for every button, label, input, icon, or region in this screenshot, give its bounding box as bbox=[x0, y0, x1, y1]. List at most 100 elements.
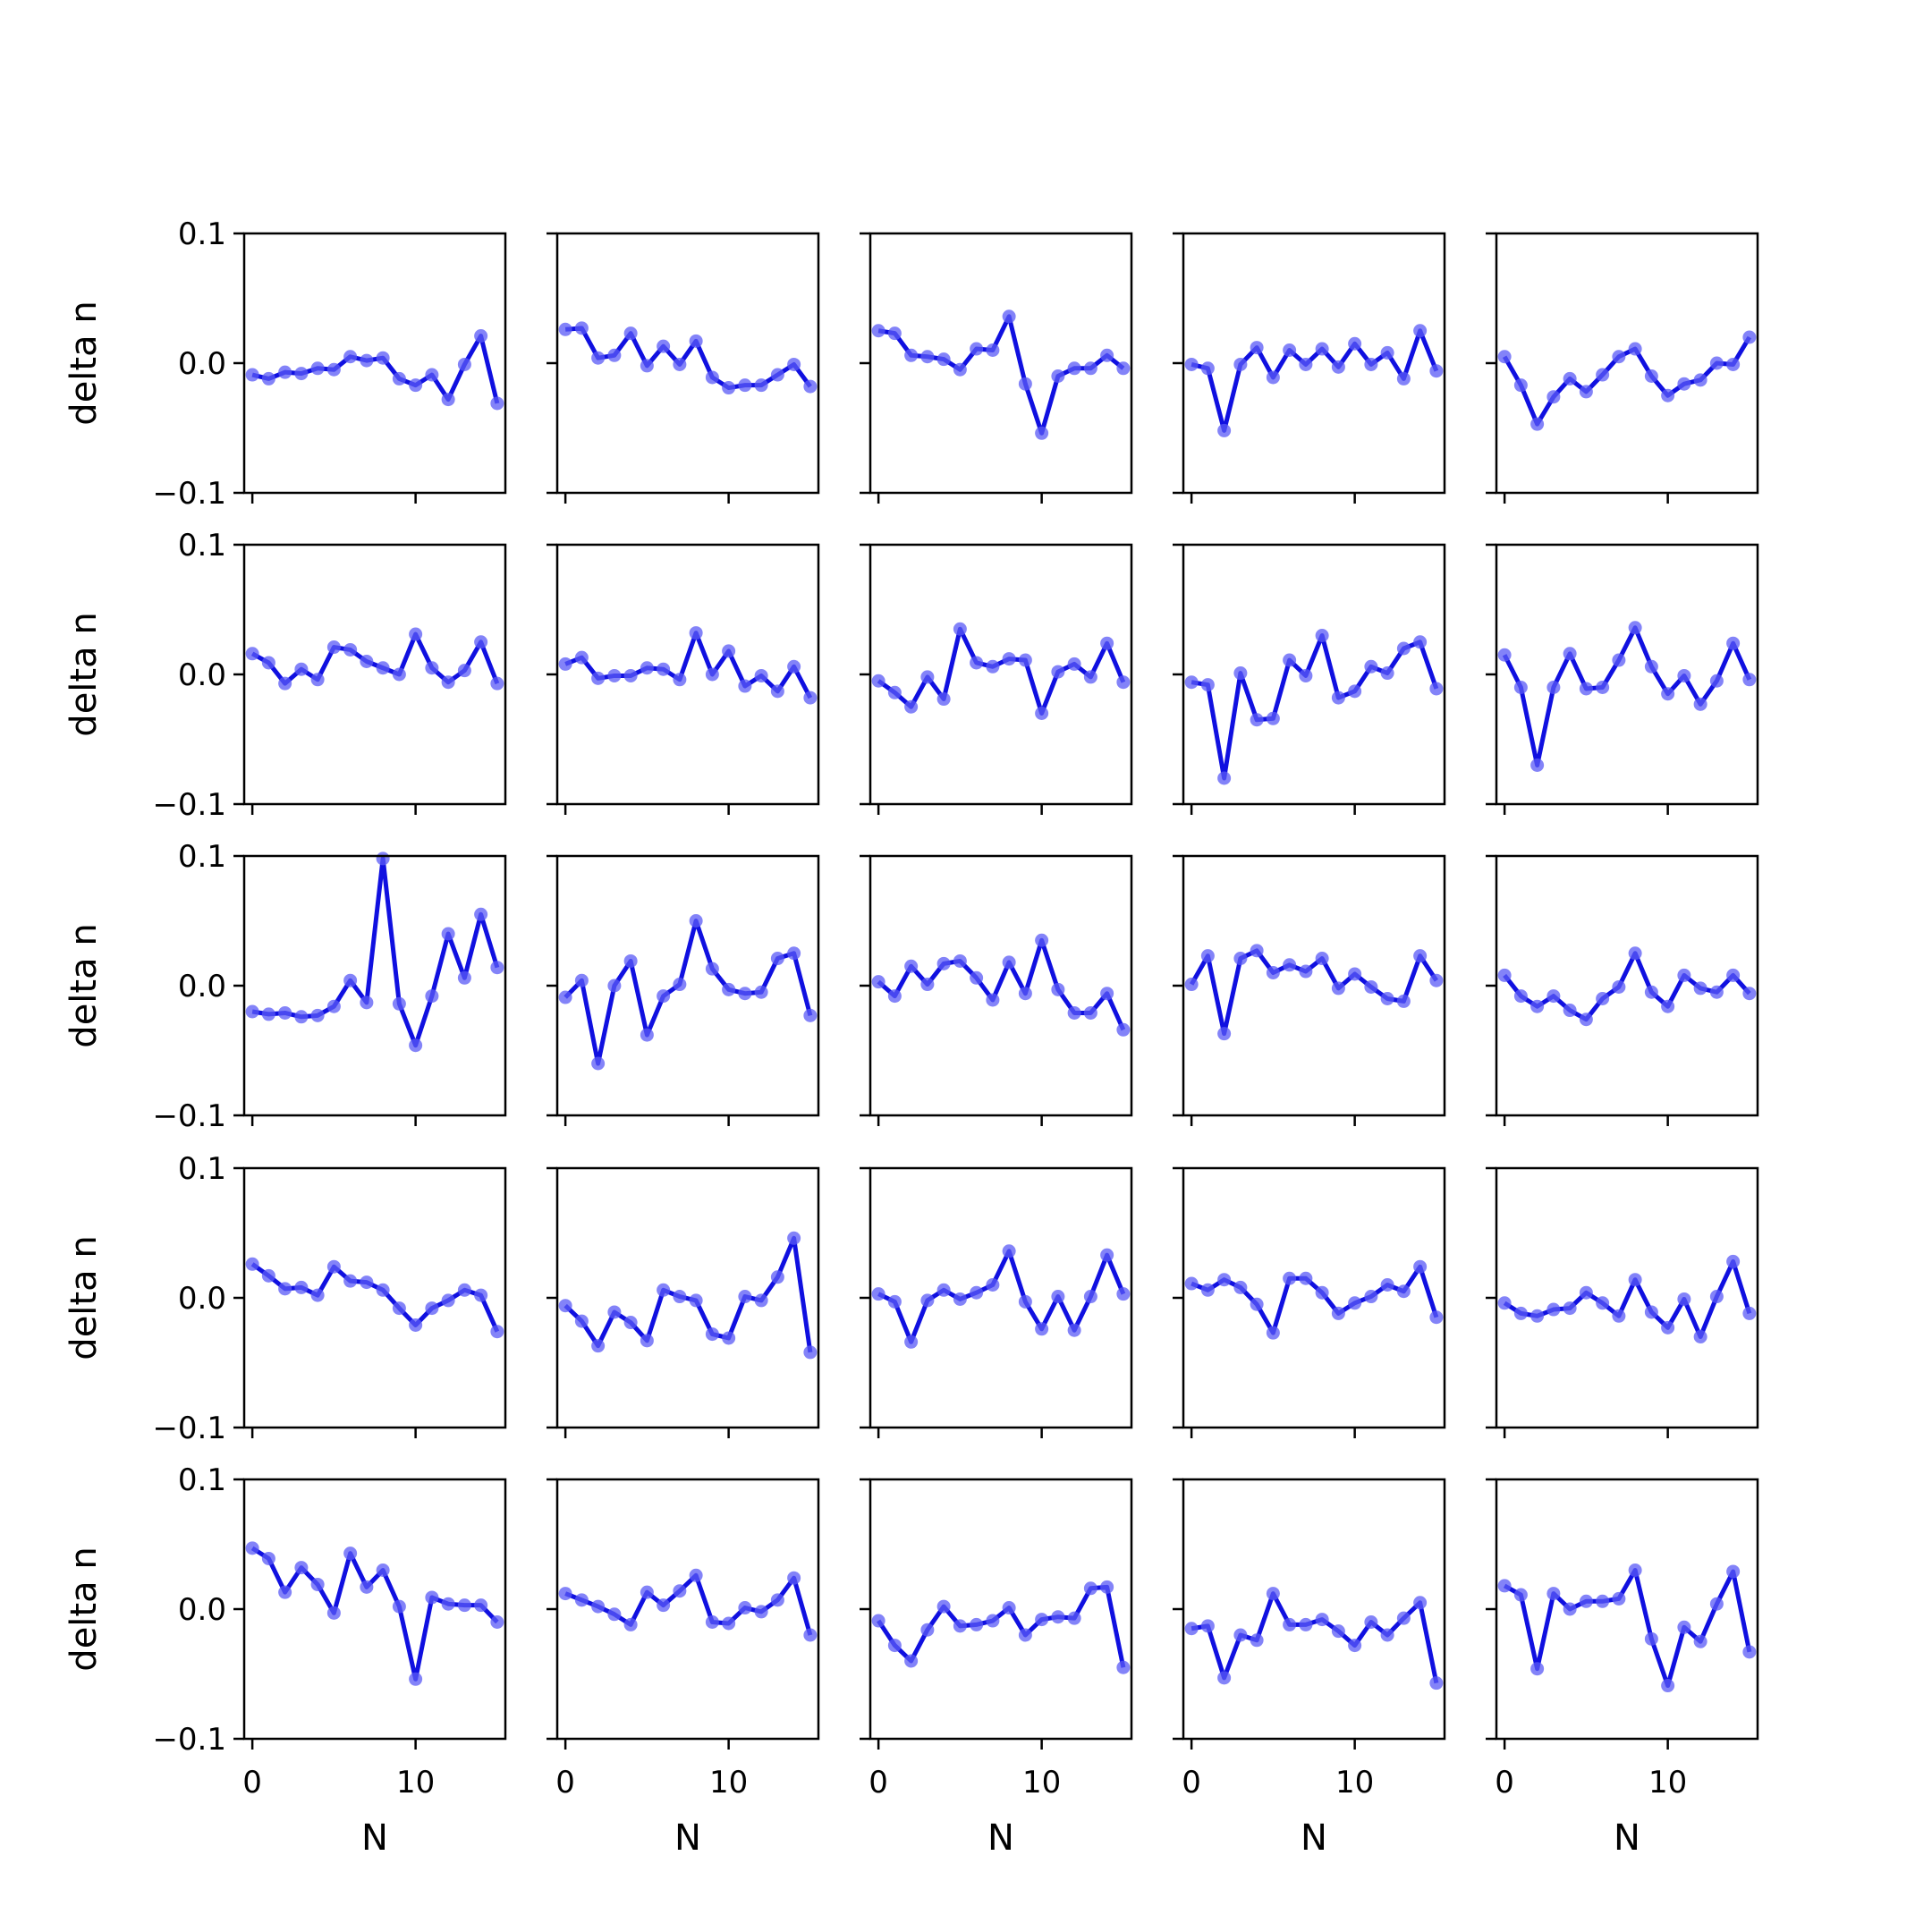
series-line bbox=[251, 856, 500, 1048]
data-point bbox=[640, 359, 654, 373]
data-point bbox=[1380, 666, 1394, 681]
subplot-r4-c5 bbox=[1486, 1166, 1759, 1438]
data-point bbox=[1233, 357, 1248, 371]
data-point bbox=[278, 676, 292, 691]
y-axis-label: delta n bbox=[64, 612, 105, 736]
data-point bbox=[425, 661, 439, 675]
data-point bbox=[607, 1305, 622, 1319]
data-point bbox=[1628, 1273, 1642, 1287]
series-line bbox=[1191, 1591, 1439, 1684]
data-point bbox=[457, 664, 471, 678]
data-point bbox=[1067, 361, 1081, 376]
data-point bbox=[871, 324, 886, 338]
data-point bbox=[1266, 370, 1280, 385]
data-point bbox=[623, 1316, 638, 1330]
data-point bbox=[1513, 378, 1528, 393]
data-point bbox=[574, 973, 589, 987]
x-tick-label: 10 bbox=[709, 1765, 748, 1801]
data-point bbox=[425, 368, 439, 382]
data-point bbox=[294, 367, 309, 381]
data-point bbox=[1563, 1004, 1577, 1018]
y-tick-label: 0.1 bbox=[178, 216, 226, 252]
data-point bbox=[1612, 350, 1626, 364]
data-point bbox=[1348, 684, 1362, 699]
data-point bbox=[1051, 369, 1065, 383]
subplot-r3-c1: −0.1 0.0 0.1 delta n bbox=[64, 839, 507, 1134]
data-point bbox=[343, 1546, 358, 1561]
data-point bbox=[787, 357, 801, 371]
data-point bbox=[1018, 377, 1032, 391]
subplot-r3-c5 bbox=[1486, 854, 1759, 1126]
data-point bbox=[1116, 1287, 1131, 1301]
data-point bbox=[591, 671, 606, 685]
data-point bbox=[425, 1301, 439, 1316]
data-point bbox=[787, 1231, 801, 1245]
data-point bbox=[1299, 1617, 1313, 1631]
data-point bbox=[936, 956, 951, 970]
x-tick-label: 10 bbox=[1022, 1765, 1061, 1801]
data-point bbox=[953, 1292, 967, 1306]
data-point bbox=[1709, 1290, 1724, 1304]
data-point bbox=[1644, 985, 1658, 999]
data-point bbox=[1546, 1302, 1561, 1317]
data-point bbox=[1530, 1309, 1545, 1323]
subplot-r3-c3 bbox=[860, 854, 1133, 1126]
data-point bbox=[591, 1599, 606, 1614]
data-point bbox=[457, 1283, 471, 1297]
data-point bbox=[1709, 356, 1724, 370]
x-axis-label: N bbox=[361, 1818, 388, 1859]
data-point bbox=[1677, 968, 1691, 982]
x-tick-label: 0 bbox=[869, 1765, 888, 1801]
data-point bbox=[953, 622, 967, 636]
data-point bbox=[474, 329, 488, 343]
data-point bbox=[1250, 341, 1264, 355]
data-point bbox=[1200, 678, 1215, 692]
data-point bbox=[1266, 966, 1280, 979]
data-point bbox=[623, 1617, 638, 1631]
data-point bbox=[1035, 707, 1049, 720]
data-point bbox=[1661, 999, 1675, 1013]
data-point bbox=[1742, 330, 1757, 344]
data-point bbox=[803, 1008, 818, 1022]
data-point bbox=[887, 989, 902, 1004]
data-point bbox=[1596, 681, 1610, 694]
subplot-r4-c1: −0.1 0.0 0.1 delta n bbox=[64, 1151, 507, 1446]
data-point bbox=[1579, 385, 1593, 399]
data-point bbox=[770, 1270, 784, 1284]
data-point bbox=[1116, 1022, 1131, 1037]
data-point bbox=[623, 953, 638, 968]
data-point bbox=[294, 1010, 309, 1024]
data-point bbox=[953, 953, 967, 968]
data-point bbox=[441, 1597, 455, 1611]
data-point bbox=[1612, 1591, 1626, 1606]
data-point bbox=[1184, 1622, 1199, 1636]
data-point bbox=[1380, 1278, 1394, 1292]
data-point bbox=[1726, 1564, 1741, 1579]
data-point bbox=[326, 999, 341, 1013]
data-point bbox=[1283, 958, 1297, 972]
y-tick-label: −0.1 bbox=[152, 476, 226, 512]
data-point bbox=[673, 978, 687, 992]
axes-frame bbox=[1182, 1478, 1446, 1741]
series-line bbox=[877, 626, 1126, 716]
data-point bbox=[1217, 423, 1232, 437]
x-tick-label: 0 bbox=[1182, 1765, 1201, 1801]
data-point bbox=[1413, 949, 1428, 963]
data-point bbox=[920, 670, 935, 684]
data-point bbox=[1002, 652, 1016, 666]
y-tick-label: 0.0 bbox=[178, 346, 226, 382]
data-point bbox=[689, 626, 703, 640]
data-point bbox=[261, 1007, 275, 1021]
data-point bbox=[326, 640, 341, 655]
data-point bbox=[904, 348, 919, 362]
series-line bbox=[877, 937, 1126, 1031]
data-point bbox=[343, 350, 358, 364]
data-point bbox=[803, 379, 818, 394]
data-point bbox=[409, 378, 423, 393]
y-tick-label: 0.0 bbox=[178, 1281, 226, 1317]
data-point bbox=[705, 1327, 719, 1342]
subplot-r5-c2: 0 10N bbox=[547, 1478, 820, 1859]
data-point bbox=[871, 1614, 886, 1628]
data-point bbox=[787, 659, 801, 674]
data-point bbox=[1315, 952, 1329, 966]
